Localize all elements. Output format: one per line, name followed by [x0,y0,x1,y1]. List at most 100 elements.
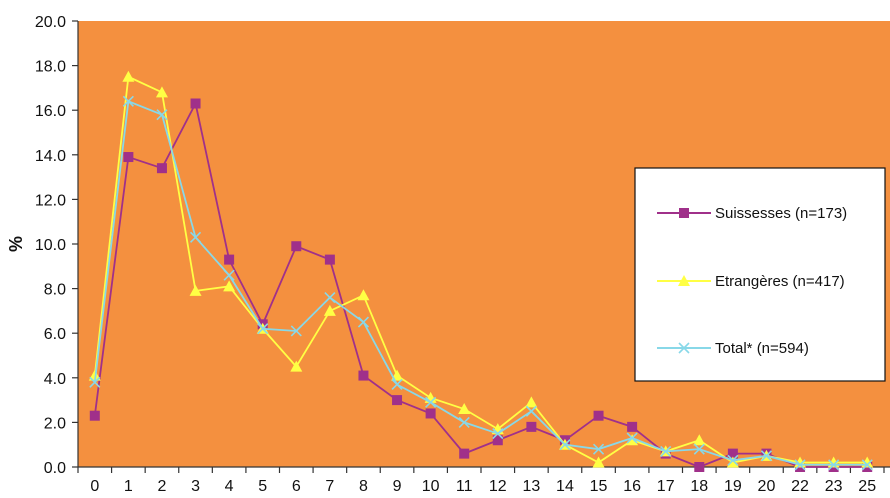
legend-item-suissesses: Suissesses (n=173) [657,205,847,222]
y-tick-label: 16.0 [35,103,66,120]
x-tick-label: 15 [590,478,608,495]
total-point [693,443,705,455]
x-tick-label: 14 [556,478,574,495]
y-tick-label: 14.0 [35,148,66,165]
y-tick-label: 2.0 [44,415,66,432]
total-point [223,269,235,281]
total-point [458,416,470,428]
etrangeres-point [223,280,236,292]
x-tick-label: 2 [158,478,167,495]
total-point [156,109,168,121]
etrangeres-point [592,456,605,468]
total-point [760,450,773,462]
etrangeres-point [458,403,471,415]
suissesses-point [526,421,537,432]
y-axis-label: % [6,236,26,252]
series-line-suissesses [93,100,868,468]
x-tick-label: 13 [522,478,540,495]
y-tick-label: 6.0 [44,326,66,343]
total-point [727,454,739,466]
legend-etrangeres-point [678,275,690,286]
legend: Suissesses (n=173) Etrangères (n=417) Tota… [634,167,886,382]
y-tick-label: 0.0 [44,460,66,477]
y-tick-label: 20.0 [35,14,66,31]
etrangeres-point [290,360,303,372]
x-tick-label: 10 [422,478,440,495]
y-tick-label: 12.0 [35,192,66,209]
suissesses-point [123,152,134,163]
etrangeres-point [155,86,168,98]
total-point [660,445,672,457]
etrangeres-point [726,456,739,468]
total-point [592,443,605,455]
total-point [122,95,134,107]
total-point [425,396,437,408]
x-tick-label: 4 [225,478,234,495]
series-line-etrangeres [93,75,868,464]
series-line-total [93,100,868,466]
total-point [391,378,403,391]
x-tick-label: 3 [191,478,200,495]
x-tick-label: 25 [858,478,876,495]
total-point [257,323,269,335]
y-tick-label: 8.0 [44,282,66,299]
suissesses-point [156,163,167,174]
legend-item-total: Total* (n=594) [657,340,809,357]
suissesses-point [291,241,302,252]
total-point [290,325,302,337]
x-tick-label: 9 [393,478,402,495]
total-point [189,231,202,243]
series-total [89,95,873,471]
x-tick-label: 20 [758,478,776,495]
legend-box [634,167,886,382]
suissesses-point [694,462,705,472]
x-tick-label: 0 [90,478,99,495]
suissesses-point [492,435,503,446]
x-tick-label: 1 [124,478,133,495]
x-tick-label: 7 [325,478,334,495]
y-tick-label: 4.0 [44,371,66,388]
total-point [357,316,370,328]
total-point [861,459,873,471]
x-tick-label: 22 [791,478,809,495]
suissesses-point [627,421,638,432]
total-point [324,291,336,304]
x-tick-label: 6 [292,478,301,495]
suissesses-point [89,410,100,421]
legend-total-point [678,342,690,354]
total-point [828,459,840,471]
x-tick-label: 23 [825,478,843,495]
x-tick-label: 16 [623,478,641,495]
legend-suissesses-point [679,208,689,218]
total-point [626,432,638,444]
etrangeres-point [122,70,135,82]
suissesses-point [425,408,436,419]
x-tick-label: 8 [359,478,368,495]
y-tick-label: 18.0 [35,59,66,76]
y-axis: 0.0 2.0 4.0 6.0 8.0 10.0 12.0 14.0 16.0 18.0 20.0 [35,14,79,477]
x-axis: 0 1 2 3 4 5 6 7 8 9 10 11 12 13 14 15 16 17 18 19 20 22 23 25 [77,466,890,495]
x-tick-label: 17 [657,478,675,495]
suissesses-point [392,395,403,406]
etrangeres-point [323,304,336,316]
total-point [89,376,101,388]
x-tick-label: 12 [489,478,507,495]
legend-label: Etrangères (n=417) [715,273,845,290]
suissesses-point [459,448,470,459]
etrangeres-point [693,434,706,446]
suissesses-point [324,254,335,265]
etrangeres-point [525,396,538,408]
suissesses-point [190,98,201,109]
y-tick-label: 10.0 [35,237,66,254]
x-tick-label: 11 [456,478,473,495]
suissesses-point [358,370,369,381]
x-tick-label: 18 [690,478,708,495]
suissesses-point [593,410,604,421]
legend-item-etrangeres: Etrangères (n=417) [657,273,845,290]
suissesses-point [224,254,235,265]
etrangeres-point [189,284,202,296]
x-tick-label: 19 [724,478,742,495]
etrangeres-point [357,289,370,301]
total-point [559,439,571,451]
